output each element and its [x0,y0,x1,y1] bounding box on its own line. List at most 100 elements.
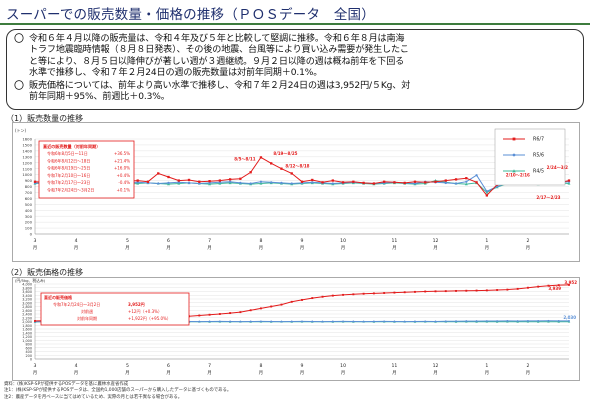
data-point [270,320,273,323]
data-point [414,290,416,293]
x-tick-label: 1 [485,363,488,369]
data-point [259,180,263,183]
y-tick-label: 1,600 [22,328,32,332]
data-point [136,179,139,182]
data-point [321,181,324,184]
data-point [537,285,540,288]
info-row-value: +21.4% [114,158,130,163]
x-tick-unit: 月 [392,370,396,376]
y-tick-label: 3,400 [22,294,32,298]
data-point [454,182,458,185]
data-point [259,320,262,323]
data-point [434,290,437,293]
data-point [567,179,571,182]
x-tick-label: 8 [259,363,262,369]
data-point [229,312,232,315]
y-tick-label: 1100 [22,166,32,171]
data-point [249,309,252,312]
y-tick-label: 1500 [22,143,32,148]
data-point [167,175,170,179]
data-point [383,320,386,323]
x-tick-unit: 月 [166,245,170,251]
x-tick-unit: 月 [526,245,530,251]
data-point [239,177,242,180]
x-tick-label: 5 [126,363,129,369]
x-tick-unit: 月 [392,245,396,251]
data-point [300,180,304,183]
data-point [568,319,570,322]
info-row-label: 令和7年2月10日～16日 [47,172,90,178]
chart-annotation: 2/24～3/2 [547,165,568,170]
data-point [424,320,427,323]
data-point [372,182,376,185]
info-row-value: +16.0% [114,166,130,171]
bullet-circle-icon: 〇 [14,80,24,92]
y-tick-label: 2,600 [22,309,32,313]
data-point [557,284,560,287]
data-point [280,167,283,170]
data-point [506,319,509,322]
data-point [567,181,571,185]
info-row-label: 令和7年2月24日～3月2日 [47,187,94,193]
x-tick-unit: 月 [433,245,437,251]
data-point [475,289,478,292]
y-axis-unit: (トン) [15,128,27,133]
data-point [362,292,365,295]
legend-label: R6/7 [533,137,544,143]
data-point [362,320,365,323]
x-tick-label: 5 [126,238,129,244]
y-tick-label: 3,800 [22,286,32,290]
data-point [403,291,406,294]
data-point [208,320,211,323]
data-point [157,182,160,185]
x-tick-unit: 月 [300,245,304,251]
data-point [33,180,37,183]
x-tick-label: 10 [340,238,346,244]
data-point [208,313,211,316]
info-box-frame [40,292,190,326]
info-box-text: 令和7年2月24日～3月2日 [53,301,100,307]
x-tick-label: 12 [433,363,439,369]
y-tick-label: 0 [30,232,33,237]
y-tick-label: 400 [26,350,32,354]
data-point [383,180,386,183]
y-tick-label: 100 [25,226,33,231]
page-header: スーパーでの販売数量・価格の推移（ＰＯＳデータ 全国） [0,0,590,25]
data-point [342,320,345,323]
data-point [557,319,560,322]
data-point [454,178,458,181]
data-point [157,172,160,175]
info-box-header: 直近の販売数量（対前年同期） [43,143,100,149]
data-point [249,320,252,323]
x-tick-unit: 月 [74,245,78,251]
data-point [506,288,509,291]
data-point [568,283,570,286]
data-point [362,181,365,185]
end-value-label: 3,939 [548,286,561,291]
data-point [485,320,488,322]
data-point [270,305,273,308]
x-tick-unit: 月 [341,245,345,251]
chart-annotation: 8/5～8/11 [234,156,255,161]
data-point [198,314,201,317]
x-tick-unit: 月 [485,370,489,376]
x-tick-unit: 月 [207,245,211,251]
x-tick-unit: 月 [300,370,304,376]
data-point [280,320,283,323]
data-point [496,289,499,291]
x-tick-unit: 月 [259,245,263,251]
data-point [167,181,170,185]
volume-info-box: 直近の販売数量（対前年同期）令和6年8月5日～11日 +36.5% 令和6年8月12… [38,140,135,199]
summary-line: 販売価格については、前年より高い水準で推移し、令和７年２月24日の週は3,952… [29,80,411,91]
data-point [516,320,519,322]
y-tick-label: 400 [25,208,33,213]
data-point [424,181,427,184]
legend-label: R4/5 [533,169,544,175]
x-tick-unit: 月 [485,245,489,251]
data-point [311,320,314,323]
data-point [475,320,478,323]
data-point [403,181,406,185]
data-point [187,178,191,182]
page-title: スーパーでの販売数量・価格の推移（ＰＯＳデータ 全国） [6,7,375,23]
info-row-label: 令和6年8月19日～25日 [47,165,90,171]
